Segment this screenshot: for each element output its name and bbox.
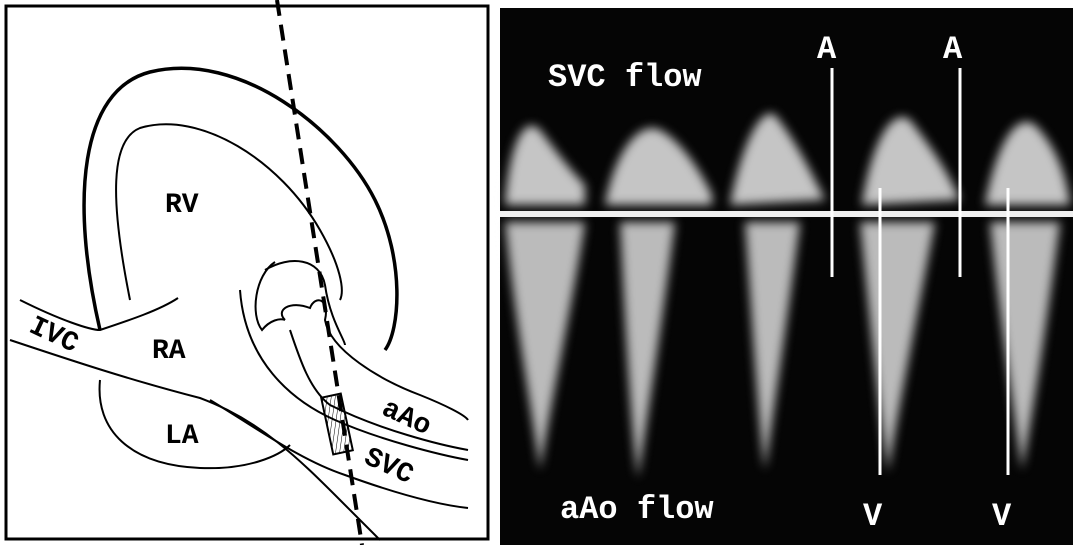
- anatomy-diagram: RV IVC RA LA aAo SVC: [6, 0, 488, 545]
- label-rv: RV: [165, 190, 199, 221]
- doppler-panel: SVC flow aAo flow A A V V: [500, 8, 1073, 545]
- a-marker: A: [943, 31, 963, 68]
- baseline: [500, 211, 1073, 217]
- panel-border: [6, 6, 488, 539]
- label-la: LA: [165, 421, 199, 452]
- figure: RV IVC RA LA aAo SVC SVC flow aAo flow A…: [0, 0, 1073, 545]
- upper-label: SVC flow: [548, 59, 702, 96]
- v-marker: V: [992, 498, 1012, 535]
- a-marker: A: [817, 31, 837, 68]
- lower-label: aAo flow: [560, 491, 714, 528]
- label-ra: RA: [152, 336, 186, 367]
- v-marker: V: [863, 498, 883, 535]
